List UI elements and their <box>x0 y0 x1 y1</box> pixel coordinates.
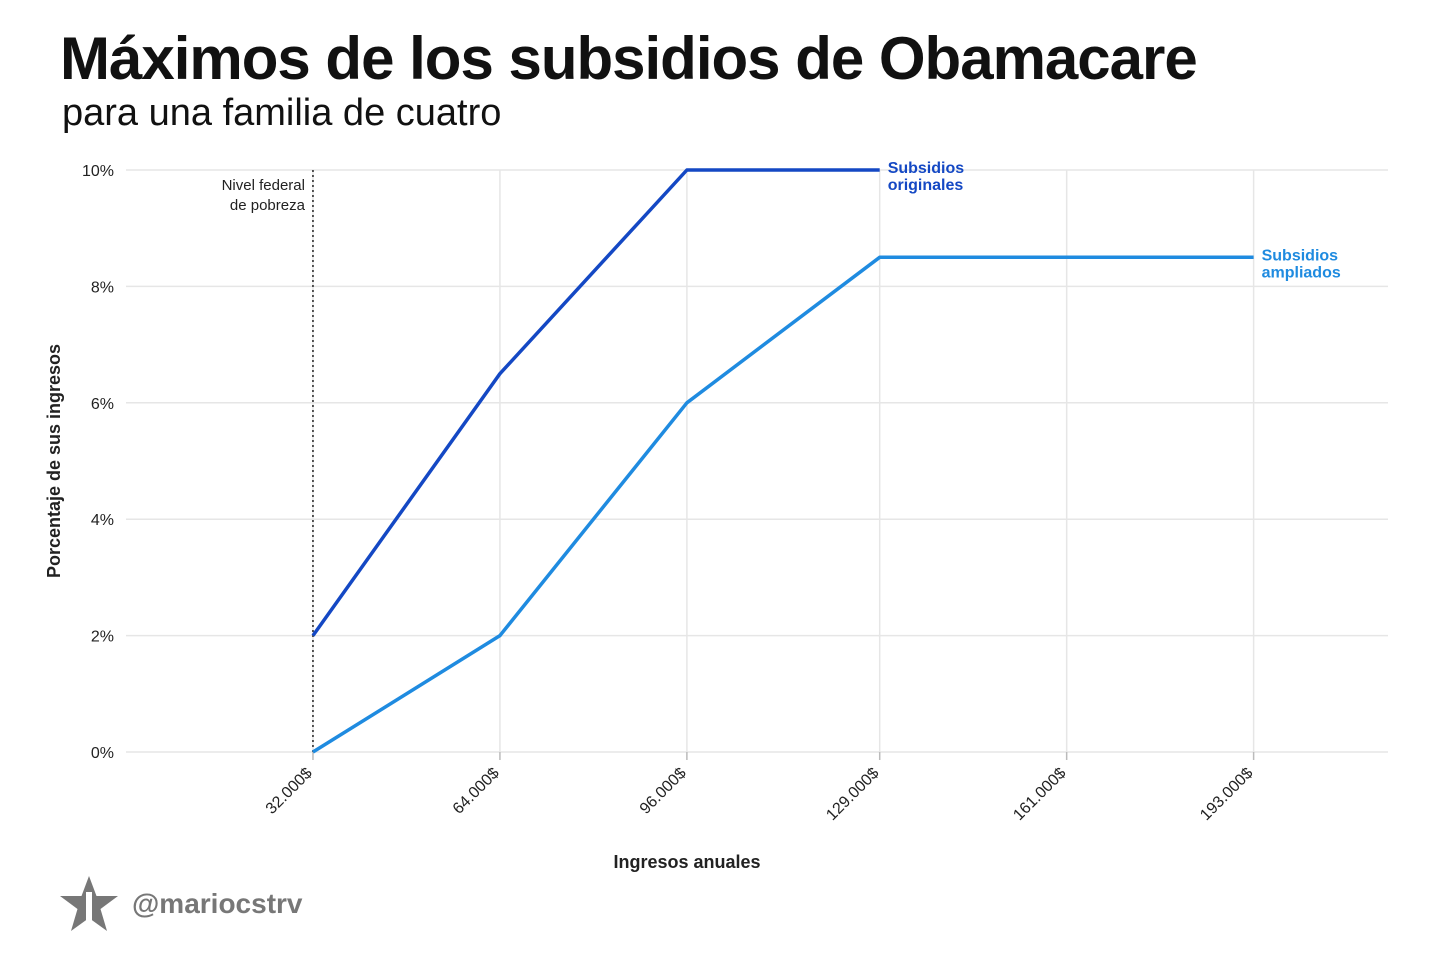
x-tick-label: 96.000$ <box>637 765 690 818</box>
poverty-level-label: Nivel federal <box>222 177 305 194</box>
x-axis-title: Ingresos anuales <box>613 852 760 872</box>
poverty-level-label: de pobreza <box>230 197 306 214</box>
series-label-2: Subsidios <box>1262 247 1339 264</box>
star-logo-icon <box>60 876 118 931</box>
y-tick-label: 6% <box>91 396 114 413</box>
y-axis-title: Porcentaje de sus ingresos <box>44 344 64 578</box>
y-tick-label: 0% <box>91 745 114 762</box>
y-tick-label: 2% <box>91 629 114 646</box>
y-tick-label: 10% <box>82 163 114 180</box>
footer: @mariocstrv <box>58 874 303 934</box>
y-tick-label: 8% <box>91 279 114 296</box>
author-handle: @mariocstrv <box>132 888 303 919</box>
chart-title: Máximos de los subsidios de Obamacare <box>60 25 1198 92</box>
series-line-1 <box>311 168 880 637</box>
x-tick-label: 64.000$ <box>450 765 503 818</box>
series-label-2: ampliados <box>1262 264 1341 281</box>
x-tick-label: 161.000$ <box>1010 765 1069 824</box>
series-label-1: originales <box>888 177 964 194</box>
x-tick-label: 129.000$ <box>823 765 882 824</box>
series-label-1: Subsidios <box>888 160 965 177</box>
x-tick-label: 193.000$ <box>1197 765 1256 824</box>
chart-subtitle: para una familia de cuatro <box>62 92 502 134</box>
y-tick-label: 4% <box>91 512 114 529</box>
series-line-2 <box>312 255 1254 754</box>
x-tick-label: 32.000$ <box>263 765 316 818</box>
